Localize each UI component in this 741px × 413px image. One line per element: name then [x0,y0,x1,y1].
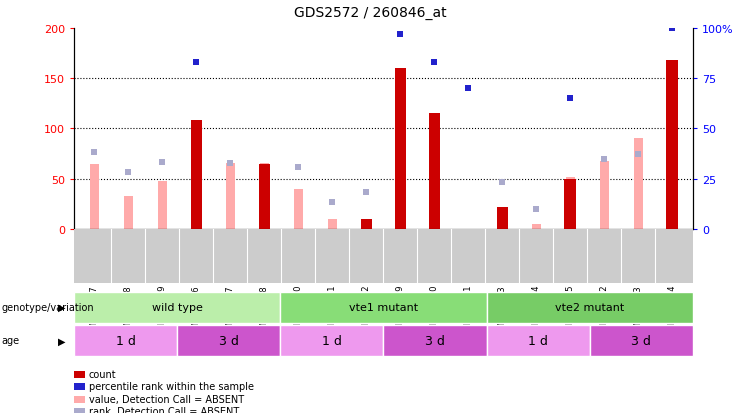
Text: ▶: ▶ [58,335,65,346]
Bar [260,163,269,229]
Bar [600,161,608,229]
Bar [590,325,693,356]
Bar [74,292,280,323]
Bar [566,177,575,229]
Bar [192,179,201,229]
Text: rank, Detection Call = ABSENT: rank, Detection Call = ABSENT [89,406,239,413]
Bar [431,147,439,229]
Bar [361,219,373,229]
Text: 1 d: 1 d [528,334,548,347]
Bar [280,292,487,323]
Bar [90,164,99,229]
Text: genotype/variation: genotype/variation [1,302,94,313]
Bar [668,137,677,229]
Text: 1 d: 1 d [322,334,342,347]
Bar [532,224,541,229]
Text: vte1 mutant: vte1 mutant [349,302,418,313]
Bar [259,164,270,229]
Bar [394,69,406,229]
Text: 1 d: 1 d [116,334,136,347]
Text: 3 d: 3 d [425,334,445,347]
Bar [384,325,487,356]
Bar [190,121,202,229]
Bar [362,219,370,229]
Bar [428,114,440,229]
Bar [565,179,576,229]
Bar [328,219,336,229]
Bar [226,163,235,229]
Bar [294,189,303,229]
Text: ▶: ▶ [58,302,65,313]
Bar [280,325,384,356]
Bar [487,292,693,323]
Text: GDS2572 / 260846_at: GDS2572 / 260846_at [294,6,447,20]
Bar [159,181,167,229]
Text: 3 d: 3 d [219,334,239,347]
Text: value, Detection Call = ABSENT: value, Detection Call = ABSENT [89,394,244,404]
Text: vte2 mutant: vte2 mutant [555,302,625,313]
Text: percentile rank within the sample: percentile rank within the sample [89,381,254,391]
Bar [487,325,590,356]
Bar [496,207,508,229]
Text: count: count [89,369,116,379]
Bar [124,196,133,229]
Bar [74,325,177,356]
Bar [396,132,405,229]
Bar [177,325,280,356]
Text: age: age [1,335,19,346]
Bar [666,61,679,229]
Bar [634,139,642,229]
Text: 3 d: 3 d [631,334,651,347]
Text: wild type: wild type [152,302,202,313]
